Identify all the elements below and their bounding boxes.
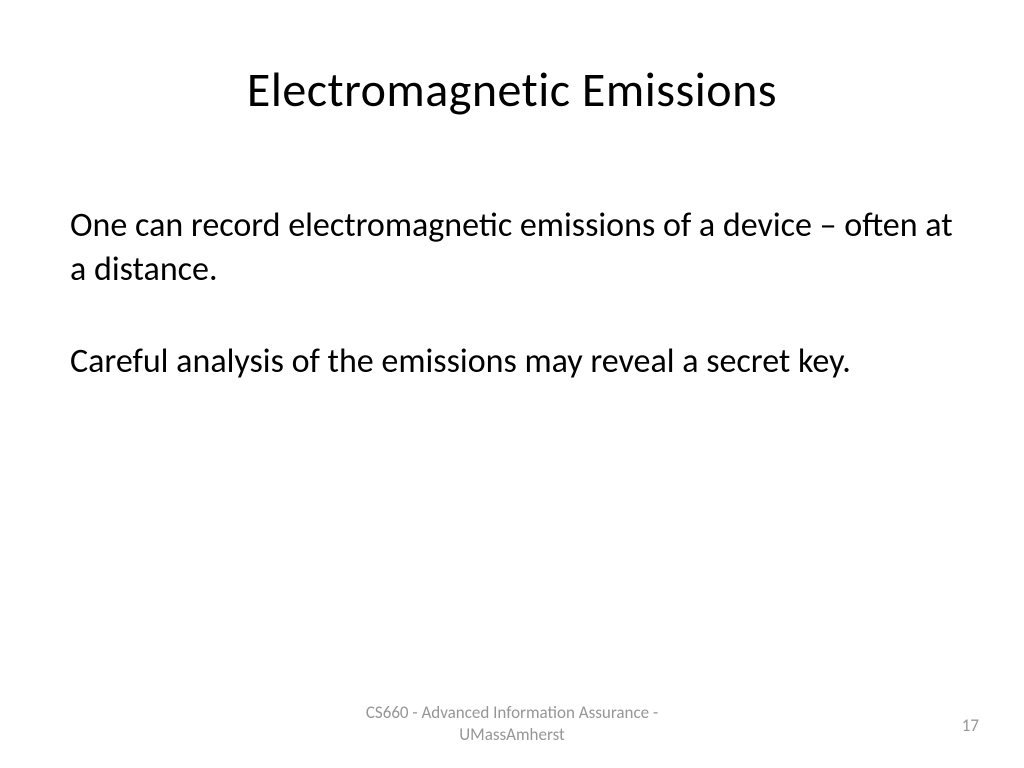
footer-line-2: UMassAmherst [459,724,564,745]
slide-container: Electromagnetic Emissions One can record… [0,0,1024,768]
page-number: 17 [962,715,979,736]
slide-title: Electromagnetic Emissions [70,60,954,119]
paragraph-2: Careful analysis of the emissions may re… [70,340,954,384]
footer-line-1: CS660 - Advanced Information Assurance - [366,702,658,723]
paragraph-1: One can record electromagnetic emissions… [70,204,954,292]
footer-text: CS660 - Advanced Information Assurance -… [366,702,658,746]
slide-body: One can record electromagnetic emissions… [70,204,954,718]
slide-footer: CS660 - Advanced Information Assurance -… [0,702,1024,746]
